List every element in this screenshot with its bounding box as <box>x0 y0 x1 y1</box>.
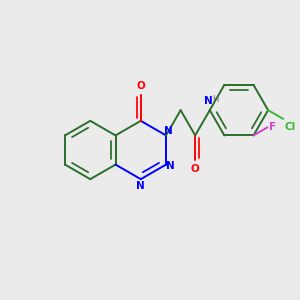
Text: Cl: Cl <box>285 122 296 132</box>
Text: O: O <box>191 164 200 174</box>
Text: N: N <box>136 181 145 190</box>
Text: N: N <box>164 126 173 136</box>
Text: H: H <box>212 95 219 104</box>
Text: N: N <box>166 161 175 171</box>
Text: N: N <box>204 96 213 106</box>
Text: O: O <box>136 81 145 91</box>
Text: F: F <box>269 122 276 132</box>
